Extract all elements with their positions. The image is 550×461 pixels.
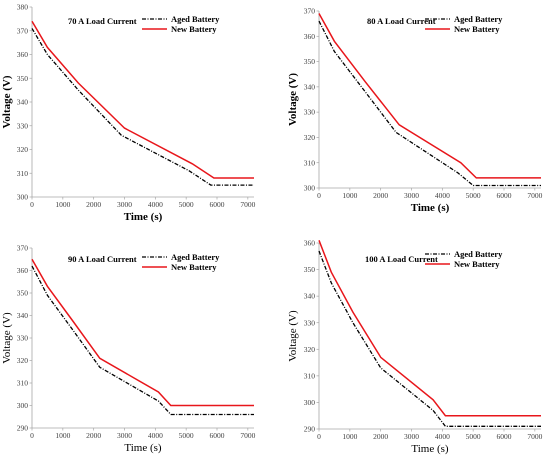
series-line-new-battery <box>31 258 254 407</box>
x-tick-label: 3000 <box>404 191 419 200</box>
series-line-aged-battery <box>318 20 541 187</box>
y-tick-label: 340 <box>304 82 316 91</box>
x-tick-label: 7000 <box>527 432 542 441</box>
y-axis-title: Voltage (V) <box>1 75 13 128</box>
chart-panel-4: 0 1000 2000 3000 4000 5000 6000 7000 290 300 310 32… <box>287 239 543 455</box>
legend-label-new-battery: New Battery <box>171 24 217 34</box>
y-tick-label: 320 <box>304 133 316 142</box>
y-axis-title: Voltage (V) <box>287 310 299 362</box>
y-tick-label: 300 <box>304 398 316 407</box>
y-tick-label: 310 <box>17 379 29 388</box>
x-tick-label: 7000 <box>240 431 255 440</box>
chart-panel-2: 0 1000 2000 3000 4000 5000 6000 7000 300 310 320 33… <box>287 7 543 214</box>
y-tick-label: 350 <box>17 289 29 298</box>
y-tick-label: 300 <box>17 193 29 202</box>
y-axis-title: Voltage (V) <box>1 312 13 364</box>
series-line-new-battery <box>31 20 254 179</box>
x-tick-label: 0 <box>317 191 321 200</box>
x-tick-label: 0 <box>30 200 34 209</box>
x-tick-label: 3000 <box>117 200 132 209</box>
y-tick-label: 320 <box>17 145 29 154</box>
x-tick-label: 0 <box>317 432 321 441</box>
y-tick-label: 360 <box>17 50 29 59</box>
y-tick-label: 340 <box>304 292 316 301</box>
y-tick-label: 350 <box>304 265 316 274</box>
x-tick-label: 5000 <box>466 432 481 441</box>
x-tick-label: 4000 <box>435 432 450 441</box>
chart-panel-3: 0 1000 2000 3000 4000 5000 6000 7000 290 300 310 32… <box>1 244 256 454</box>
chart-title: 70 A Load Current <box>68 16 137 26</box>
x-tick-label: 6000 <box>497 432 512 441</box>
y-tick-label: 310 <box>304 158 316 167</box>
x-tick-label: 5000 <box>179 200 194 209</box>
x-tick-label: 4000 <box>435 191 450 200</box>
y-tick-label: 350 <box>304 57 316 66</box>
y-tick-label: 320 <box>17 356 29 365</box>
chart-title: 80 A Load Current <box>367 16 436 26</box>
x-tick-label: 1000 <box>55 200 70 209</box>
y-tick-label: 340 <box>17 311 29 320</box>
x-tick-label: 5000 <box>466 191 481 200</box>
x-tick-label: 5000 <box>179 431 194 440</box>
x-axis-title: Time (s) <box>124 211 163 223</box>
x-tick-label: 2000 <box>86 200 101 209</box>
y-tick-label: 370 <box>304 7 316 16</box>
legend-label-aged-battery: Aged Battery <box>171 252 220 262</box>
y-tick-label: 380 <box>17 3 29 12</box>
y-tick-label: 320 <box>304 345 316 354</box>
legend-label-new-battery: New Battery <box>454 24 500 34</box>
x-tick-label: 7000 <box>527 191 542 200</box>
x-axis-title: Time (s) <box>411 202 450 214</box>
y-tick-label: 360 <box>304 32 316 41</box>
y-tick-label: 340 <box>17 98 29 107</box>
series-line-aged-battery <box>318 250 541 427</box>
y-tick-label: 370 <box>17 26 29 35</box>
y-tick-label: 290 <box>17 424 29 433</box>
x-tick-label: 1000 <box>342 191 357 200</box>
y-tick-label: 330 <box>304 108 316 117</box>
x-tick-label: 6000 <box>210 431 225 440</box>
y-tick-label: 300 <box>304 184 316 193</box>
legend-label-aged-battery: Aged Battery <box>454 249 503 259</box>
x-tick-label: 4000 <box>148 431 163 440</box>
chart-title: 90 A Load Current <box>68 254 137 264</box>
x-tick-label: 2000 <box>373 432 388 441</box>
y-tick-label: 330 <box>17 334 29 343</box>
x-tick-label: 3000 <box>404 432 419 441</box>
x-tick-label: 4000 <box>148 200 163 209</box>
series-line-new-battery <box>318 13 541 179</box>
legend-label-aged-battery: Aged Battery <box>454 14 503 24</box>
x-axis-title: Time (s) <box>411 443 449 455</box>
y-axis-title: Voltage (V) <box>287 73 299 126</box>
x-tick-label: 0 <box>30 431 34 440</box>
series-line-aged-battery <box>31 265 254 416</box>
y-tick-label: 290 <box>304 425 316 434</box>
y-tick-label: 300 <box>17 401 29 410</box>
y-tick-label: 330 <box>304 318 316 327</box>
x-axis-title: Time (s) <box>124 442 162 454</box>
x-tick-label: 1000 <box>342 432 357 441</box>
x-tick-label: 2000 <box>86 431 101 440</box>
y-tick-label: 350 <box>17 74 29 83</box>
series-line-new-battery <box>318 240 541 417</box>
y-tick-label: 360 <box>17 266 29 275</box>
x-tick-label: 1000 <box>55 431 70 440</box>
y-tick-label: 310 <box>17 169 29 178</box>
legend-label-new-battery: New Battery <box>171 262 217 272</box>
y-tick-label: 310 <box>304 371 316 380</box>
x-tick-label: 6000 <box>210 200 225 209</box>
legend-label-new-battery: New Battery <box>454 259 500 269</box>
x-tick-label: 2000 <box>373 191 388 200</box>
x-tick-label: 3000 <box>117 431 132 440</box>
y-tick-label: 330 <box>17 121 29 130</box>
chart-panel-1: 0 1000 2000 3000 4000 5000 6000 7000 300 310 320 33… <box>1 3 256 223</box>
chart-title: 100 A Load Current <box>365 254 438 264</box>
x-tick-label: 6000 <box>497 191 512 200</box>
y-tick-label: 360 <box>304 239 316 248</box>
series-line-aged-battery <box>31 28 254 186</box>
legend-label-aged-battery: Aged Battery <box>171 14 220 24</box>
x-tick-label: 7000 <box>240 200 255 209</box>
y-tick-label: 370 <box>17 244 29 253</box>
